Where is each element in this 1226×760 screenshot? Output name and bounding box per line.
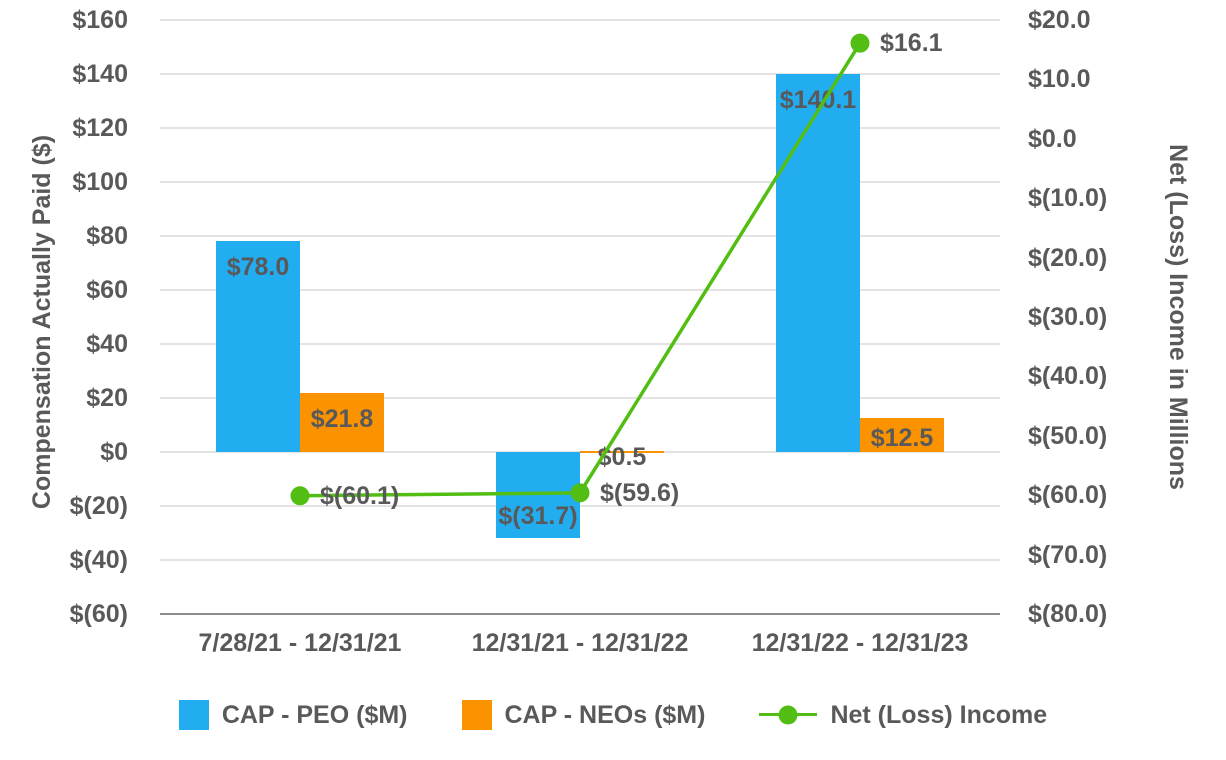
x-axis-label: 12/31/21 - 12/31/22 <box>471 629 689 657</box>
left-axis-tick: $60 <box>86 276 128 304</box>
right-axis-tick: $(70.0) <box>1028 540 1108 569</box>
legend-label: CAP - PEO ($M) <box>221 701 408 729</box>
legend-swatch-icon <box>461 700 492 730</box>
gridline <box>160 19 1000 21</box>
legend-item: CAP - NEOs ($M) <box>461 700 706 730</box>
legend-label: Net (Loss) Income <box>830 701 1048 729</box>
bar-cap-neos <box>860 418 944 452</box>
legend-line-marker-icon <box>759 700 818 730</box>
right-axis-tick: $0.0 <box>1028 124 1077 153</box>
line-data-label: $(59.6) <box>600 478 680 507</box>
line-point <box>290 486 310 506</box>
gridline <box>160 235 1000 237</box>
right-axis-tick: $10.0 <box>1028 65 1091 94</box>
bar-data-label: $0.5 <box>597 442 647 471</box>
x-axis-line <box>160 613 1000 615</box>
legend-item: CAP - PEO ($M) <box>178 700 408 730</box>
left-axis-tick: $40 <box>86 330 128 358</box>
line-point <box>850 33 870 53</box>
left-axis-tick: $80 <box>86 222 128 250</box>
bar-data-label: $12.5 <box>870 424 934 453</box>
right-axis-tick: $(10.0) <box>1028 184 1108 213</box>
left-axis-tick: $0 <box>100 438 128 466</box>
left-axis-tick: $(60) <box>69 600 128 628</box>
left-axis-tick: $120 <box>72 114 128 142</box>
right-axis-tick: $20.0 <box>1028 6 1091 34</box>
bar-data-label: $140.1 <box>779 85 857 114</box>
left-axis-tick: $100 <box>72 168 128 196</box>
left-axis-tick: $160 <box>72 6 128 34</box>
gridline <box>160 559 1000 561</box>
line-data-label: $(60.1) <box>320 481 400 510</box>
right-axis-title: Net (Loss) Income in Millions <box>1164 144 1192 490</box>
right-axis-tick: $(40.0) <box>1028 362 1108 391</box>
right-axis-tick: $(50.0) <box>1028 421 1108 450</box>
bar-cap-peo <box>216 241 300 452</box>
legend-dot-icon <box>778 705 798 725</box>
left-axis-tick: $140 <box>72 60 128 88</box>
gridline <box>160 181 1000 183</box>
x-axis-label: 7/28/21 - 12/31/21 <box>198 629 402 657</box>
right-axis-tick: $(30.0) <box>1028 303 1108 331</box>
left-axis-tick: $(40) <box>69 546 128 574</box>
gridline <box>160 505 1000 507</box>
legend: CAP - PEO ($M) CAP - NEOs ($M) Net (Loss) … <box>0 700 1226 730</box>
bar-data-label: $(31.7) <box>498 501 578 530</box>
legend-label: CAP - NEOs ($M) <box>504 701 706 729</box>
right-axis-tick: $(20.0) <box>1028 243 1108 272</box>
left-axis-tick: $(20) <box>69 492 128 520</box>
legend-item: Net (Loss) Income <box>759 700 1047 730</box>
legend-swatch-icon <box>178 700 209 730</box>
bar-cap-peo <box>776 73 860 452</box>
bar-data-label: $21.8 <box>310 405 374 434</box>
right-axis-tick: $(80.0) <box>1028 600 1108 628</box>
right-axis-tick: $(60.0) <box>1028 481 1108 510</box>
gridline <box>160 127 1000 129</box>
line-data-label: $16.1 <box>880 29 943 58</box>
bar-data-label: $78.0 <box>226 253 290 282</box>
x-axis-label: 12/31/22 - 12/31/23 <box>751 629 969 657</box>
left-axis-tick: $20 <box>86 384 128 412</box>
gridline <box>160 73 1000 75</box>
